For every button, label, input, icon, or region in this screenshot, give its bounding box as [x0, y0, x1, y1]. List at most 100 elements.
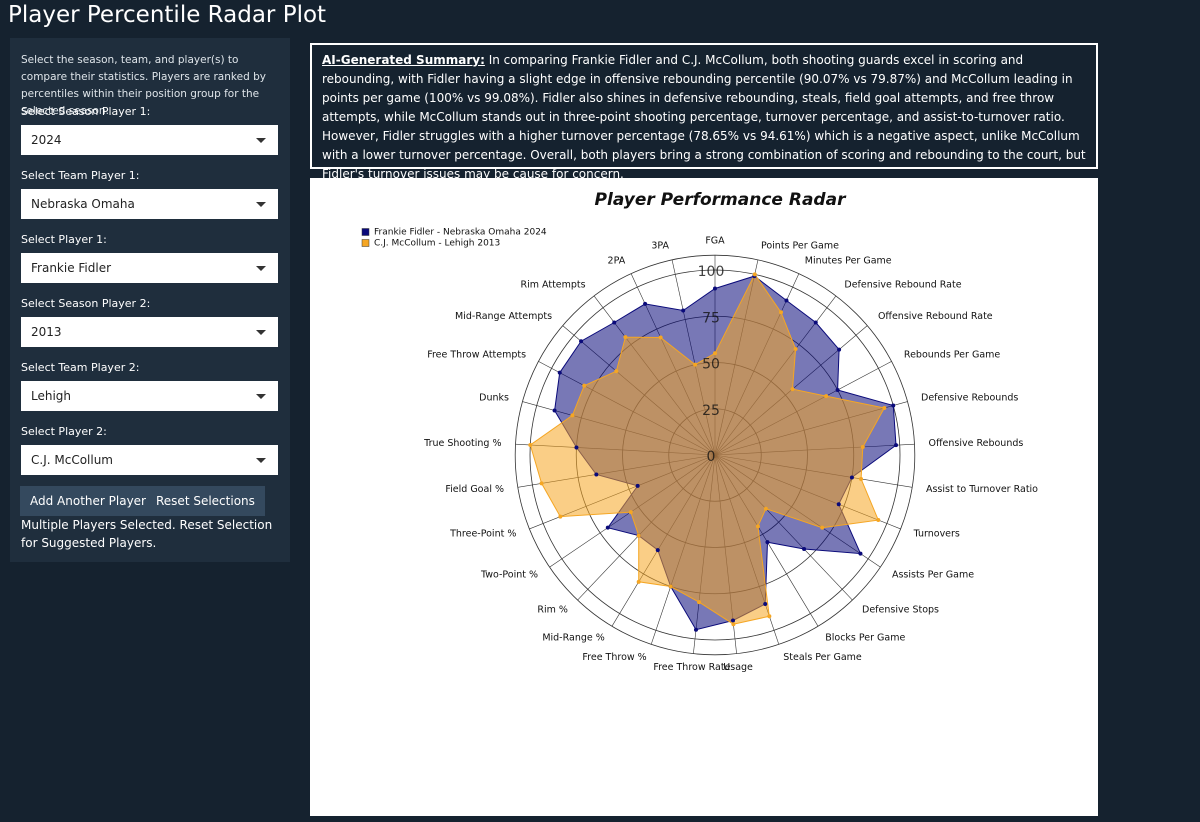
data-point [767, 614, 772, 619]
data-point [570, 413, 575, 418]
data-point [859, 476, 864, 481]
r-tick-label: 0 [707, 449, 716, 465]
dropdown-caret [256, 458, 266, 463]
button[interactable]: Add Another Player [20, 486, 156, 516]
data-point [612, 320, 617, 325]
select-value: Frankie Fidler [31, 261, 112, 275]
dropdown-caret [256, 138, 266, 143]
data-point [820, 525, 825, 530]
data-point [858, 551, 863, 556]
select-box[interactable]: 2024 [21, 125, 278, 155]
data-point [802, 547, 807, 552]
data-point [528, 442, 533, 447]
axis-label: Assist to Turnover Ratio [926, 484, 1038, 495]
axis-label: Assists Per Game [892, 569, 974, 580]
axis-label: Free Throw Attempts [427, 349, 526, 360]
sidebar-intro: Select the season, team, and player(s) t… [21, 54, 266, 117]
chart-title: Player Performance Radar [595, 190, 848, 210]
data-point [813, 320, 818, 325]
data-point [693, 627, 698, 632]
data-point [860, 444, 865, 449]
axis-label: Points Per Game [761, 241, 839, 252]
summary-text: In comparing Frankie Fidler and C.J. McC… [322, 53, 1086, 181]
data-point [824, 394, 829, 399]
data-point [755, 524, 760, 529]
data-point [643, 301, 648, 306]
button[interactable]: Reset Selections [146, 486, 265, 516]
dropdown-caret [256, 394, 266, 399]
data-point [579, 339, 584, 344]
axis-label: 3PA [651, 241, 669, 252]
axis-label: Free Throw % [582, 652, 646, 663]
data-point [605, 525, 610, 530]
select-value: Nebraska Omaha [31, 197, 135, 211]
data-point [837, 347, 842, 352]
axis-label: FGA [705, 236, 725, 247]
data-point [752, 272, 757, 277]
axis-label: Offensive Rebounds [928, 438, 1023, 449]
axis-label: Defensive Rebound Rate [844, 279, 961, 290]
data-point [779, 310, 784, 315]
axis-label: Usage [723, 662, 753, 673]
data-point [693, 362, 698, 367]
select-value: Lehigh [31, 389, 72, 403]
series-area [529, 273, 886, 625]
axis-label: Blocks Per Game [825, 633, 905, 644]
data-point [763, 602, 768, 607]
r-tick-label: 75 [702, 310, 720, 326]
data-point [636, 533, 641, 538]
field-label: Select Team Player 2: [21, 361, 140, 374]
data-point [668, 584, 673, 589]
dropdown-caret [256, 330, 266, 335]
data-point [765, 540, 770, 545]
select-box[interactable]: Frankie Fidler [21, 253, 278, 283]
data-point [594, 472, 599, 477]
axis-label: Minutes Per Game [805, 255, 892, 266]
select-value: C.J. McCollum [31, 453, 113, 467]
legend-label: C.J. McCollum - Lehigh 2013 [374, 239, 500, 249]
data-point [793, 346, 798, 351]
data-point [539, 481, 544, 486]
axis-label: Dunks [479, 392, 509, 403]
data-point [763, 506, 768, 511]
data-point [623, 335, 628, 340]
data-point [636, 579, 641, 584]
data-point [628, 510, 633, 515]
data-point [635, 483, 640, 488]
summary-heading: AI-Generated Summary: [322, 53, 485, 67]
status-text: Multiple Players Selected. Reset Selecti… [21, 518, 273, 550]
data-point [557, 370, 562, 375]
select-box[interactable]: 2013 [21, 317, 278, 347]
data-point [574, 445, 579, 450]
data-point [655, 548, 660, 553]
data-point [552, 408, 557, 413]
axis-label: Mid-Range % [542, 633, 604, 644]
select-box[interactable]: Nebraska Omaha [21, 189, 278, 219]
summary-box: AI-Generated Summary: In comparing Frank… [310, 43, 1098, 181]
data-point [731, 618, 736, 623]
data-point [731, 622, 736, 627]
select-box[interactable]: C.J. McCollum [21, 445, 278, 475]
r-tick-label: 100 [698, 264, 725, 280]
legend-swatch [361, 228, 370, 236]
data-point [891, 403, 896, 408]
legend-label: Frankie Fidler - Nebraska Omaha 2024 [374, 228, 547, 238]
data-point [614, 369, 619, 374]
select-value: 2013 [31, 325, 62, 339]
data-point [882, 405, 887, 410]
field-label: Select Season Player 2: [21, 297, 151, 310]
chart-panel: Player Performance Radar 0 25 50 75 100 FGA Poi… [310, 178, 1098, 816]
axis-label: True Shooting % [423, 438, 501, 449]
axis-label: Three-Point % [449, 529, 516, 540]
axis-label: 2PA [608, 255, 626, 266]
data-point [849, 475, 854, 480]
r-tick-label: 25 [702, 403, 720, 419]
r-tick-label: 50 [702, 357, 720, 373]
field-label: Select Season Player 1: [21, 105, 151, 118]
data-point [835, 388, 840, 393]
data-point [713, 351, 717, 356]
axis-label: Free Throw Rate [653, 662, 730, 673]
select-box[interactable]: Lehigh [21, 381, 278, 411]
data-point [658, 335, 663, 340]
